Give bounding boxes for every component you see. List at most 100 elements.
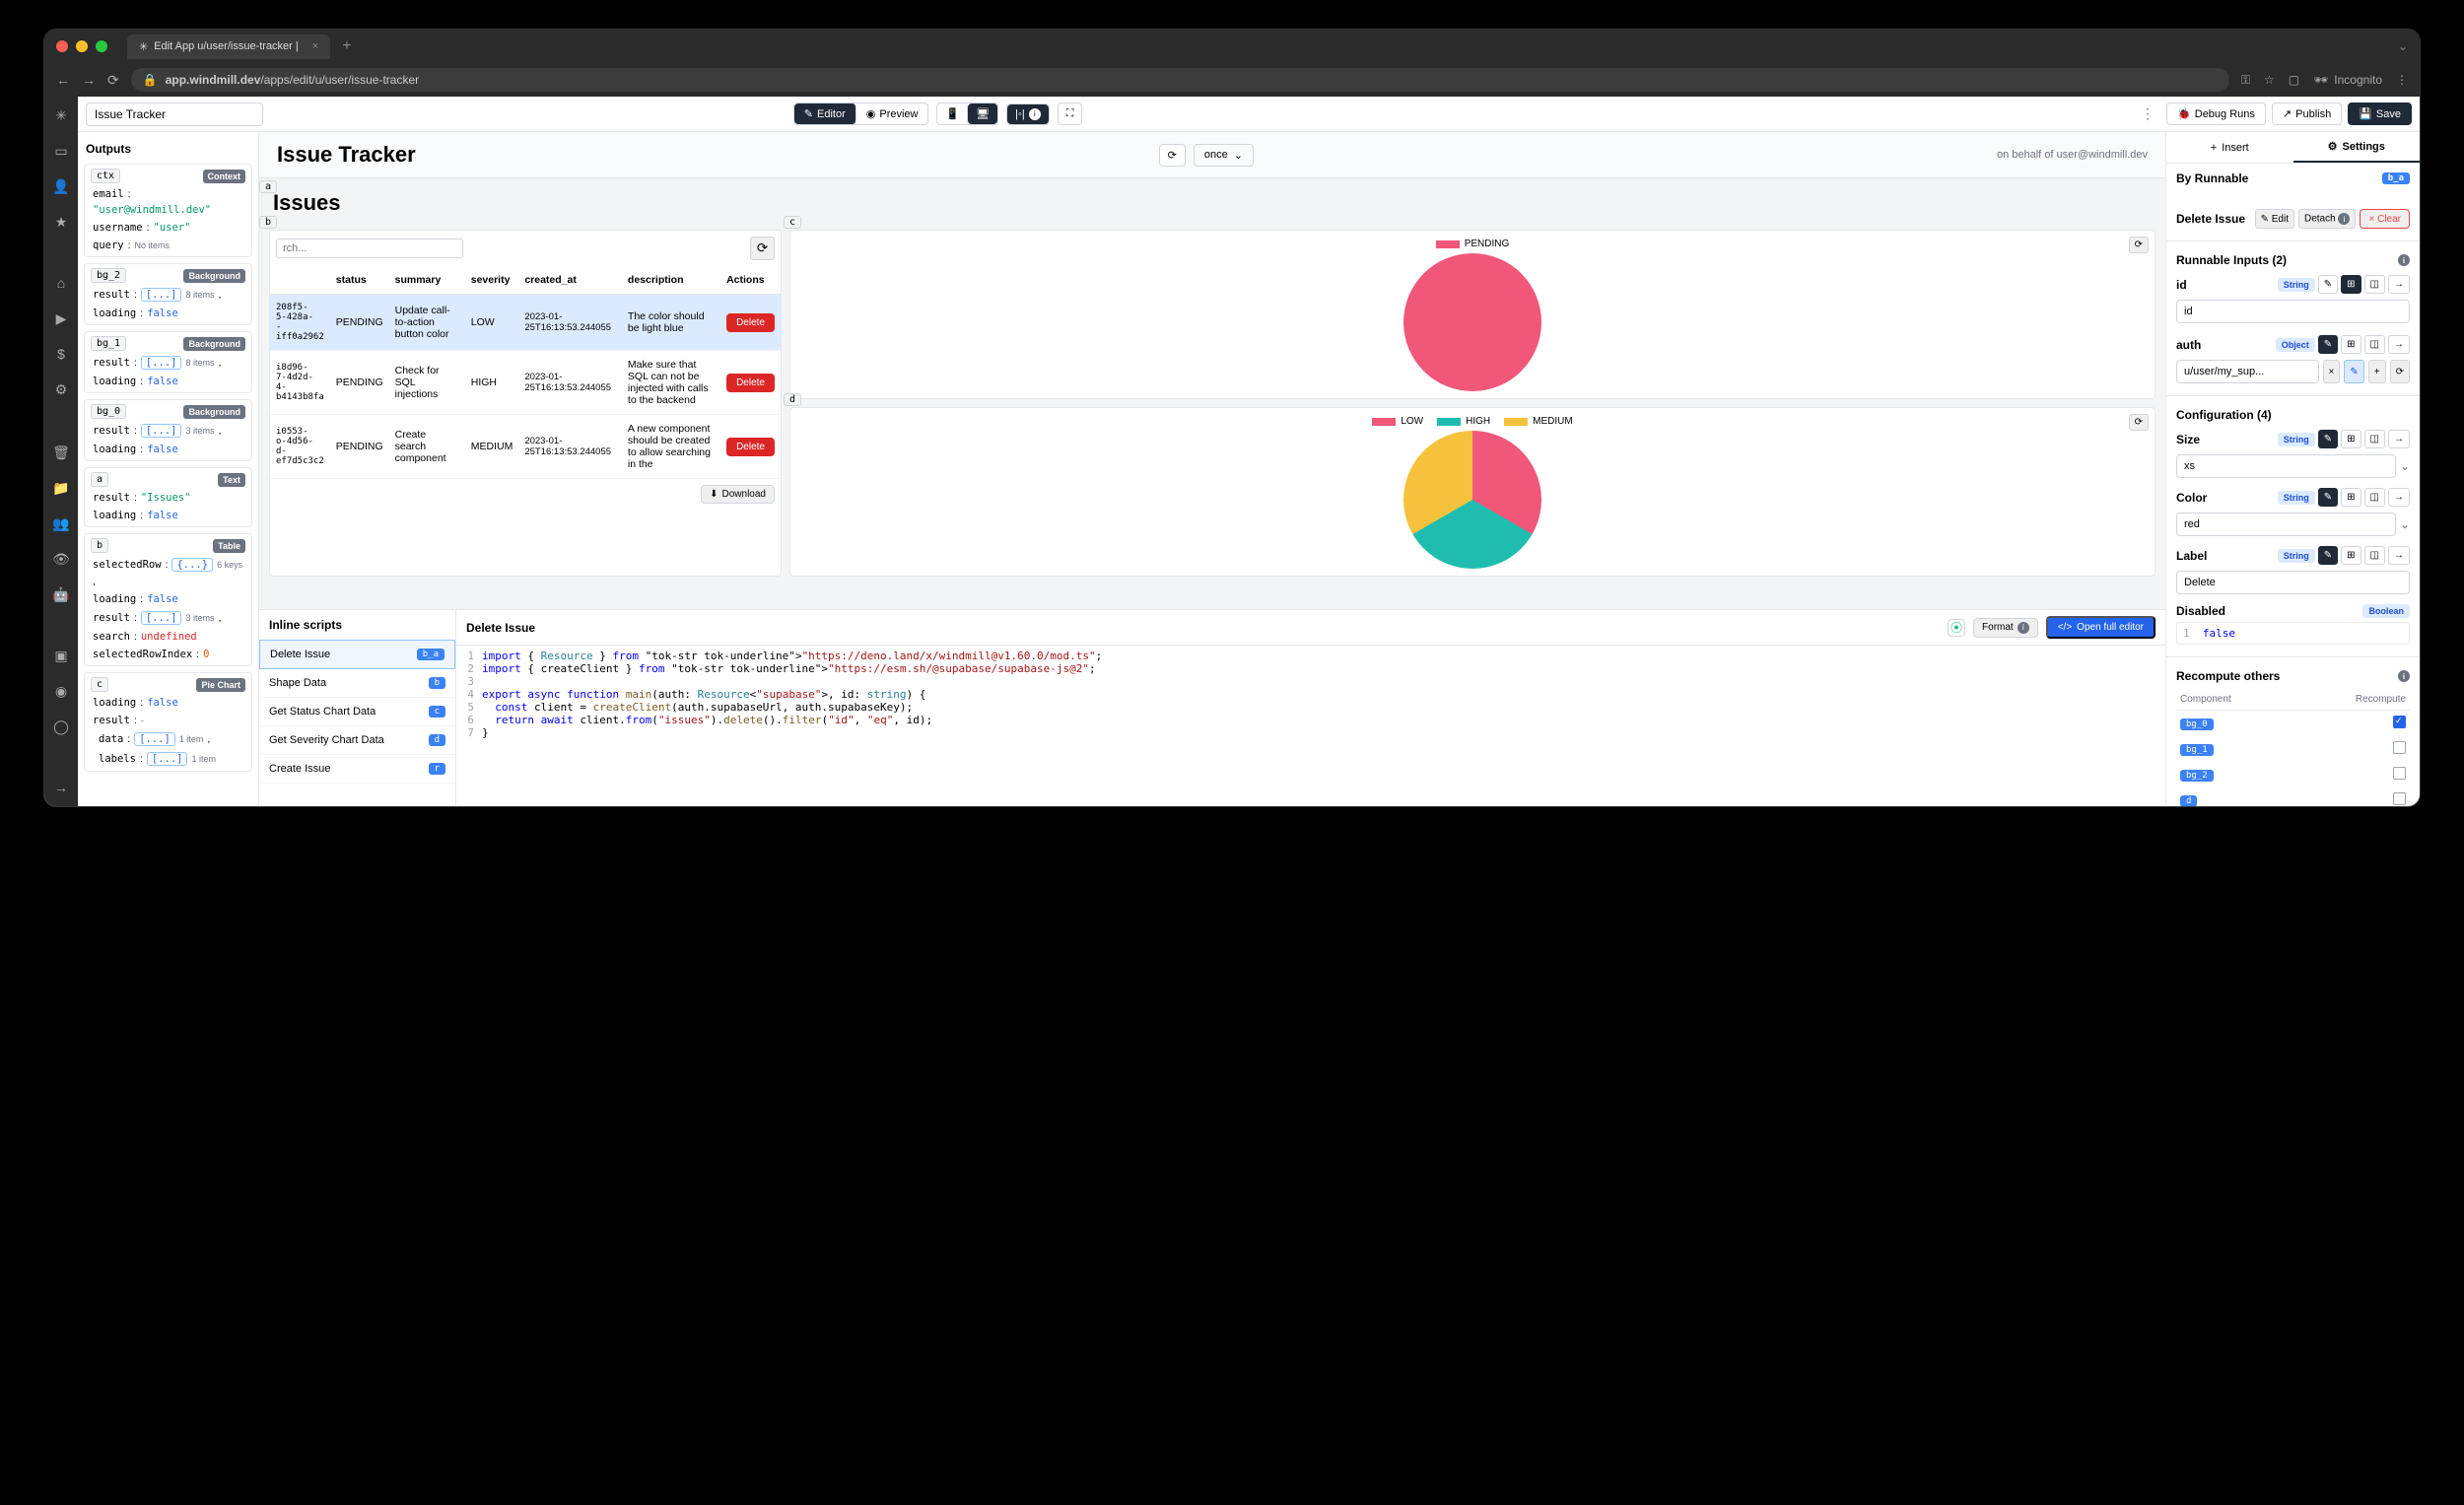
code-editor[interactable]: 1import { Resource } from "tok-str tok-u… <box>456 646 2165 806</box>
script-item[interactable]: Get Severity Chart Datad <box>259 726 455 755</box>
refresh-auth-button[interactable]: ⟳ <box>2390 360 2410 383</box>
arrow-chip-icon[interactable]: → <box>2388 335 2410 354</box>
detach-button[interactable]: Detach i <box>2298 209 2356 229</box>
component-label-d[interactable]: d <box>784 393 801 406</box>
key-icon[interactable]: ⚿ <box>2241 73 2250 88</box>
refresh-mode-select[interactable]: once⌄ <box>1194 144 1254 167</box>
db-chip-icon[interactable]: ◫ <box>2364 275 2385 294</box>
db-chip-icon[interactable]: ◫ <box>2364 430 2385 448</box>
recompute-checkbox[interactable] <box>2393 767 2406 780</box>
dollar-icon[interactable]: $ <box>52 345 70 363</box>
edit-runnable-button[interactable]: ✎ Edit <box>2255 209 2294 229</box>
config-size-select[interactable] <box>2176 454 2396 478</box>
close-tab-icon[interactable]: × <box>312 40 318 52</box>
script-item[interactable]: Shape Datab <box>259 669 455 698</box>
link-chip-icon[interactable]: ⊞ <box>2341 430 2361 448</box>
save-button[interactable]: 💾Save <box>2348 103 2412 125</box>
config-label-input[interactable] <box>2176 571 2410 594</box>
refresh-all-button[interactable]: ⟳ <box>1159 144 1186 167</box>
link-chip-icon[interactable]: ⊞ <box>2341 335 2361 354</box>
clear-button[interactable]: × Clear <box>2360 209 2410 229</box>
settings-tab[interactable]: ⚙Settings <box>2293 132 2421 163</box>
arrow-chip-icon[interactable]: → <box>2388 546 2410 565</box>
chart-refresh-button[interactable]: ⟳ <box>2129 414 2149 431</box>
output-block[interactable]: aTextresult : "Issues"loading : false <box>84 467 252 527</box>
window-maximize[interactable] <box>96 40 107 52</box>
pencil-chip-icon[interactable]: ✎ <box>2318 335 2338 354</box>
preview-tab-button[interactable]: ◉Preview <box>856 103 928 124</box>
input-id-value[interactable] <box>2176 300 2410 323</box>
trash-icon[interactable]: 🗑 <box>52 444 70 461</box>
table-header[interactable]: status <box>330 266 389 295</box>
output-block[interactable]: ctxContextemail : "user@windmill.dev"use… <box>84 164 252 257</box>
edit-auth-button[interactable]: ✎ <box>2344 360 2363 383</box>
forward-icon[interactable]: → <box>82 72 96 88</box>
info-icon[interactable]: i <box>2398 670 2410 682</box>
config-color-select[interactable] <box>2176 513 2396 536</box>
db-chip-icon[interactable]: ◫ <box>2364 335 2385 354</box>
chart-refresh-button[interactable]: ⟳ <box>2129 237 2149 253</box>
download-button[interactable]: ⬇Download <box>701 485 775 504</box>
extensions-icon[interactable]: ▢ <box>2289 73 2299 87</box>
format-button[interactable]: Formati <box>1973 618 2038 638</box>
cog-icon[interactable]: ⚙ <box>52 380 70 398</box>
link-chip-icon[interactable]: ⊞ <box>2341 488 2361 507</box>
script-item[interactable]: Create Issuer <box>259 755 455 784</box>
back-icon[interactable]: ← <box>56 72 70 88</box>
script-item[interactable]: Get Status Chart Datac <box>259 698 455 726</box>
script-item[interactable]: Delete Issueb_a <box>259 640 455 669</box>
clear-auth-button[interactable]: × <box>2323 360 2341 383</box>
table-search-input[interactable] <box>276 239 463 258</box>
url-input[interactable]: 🔒 app.windmill.dev/apps/edit/u/user/issu… <box>131 68 2229 92</box>
windmill-logo-icon[interactable]: ✳ <box>52 106 70 124</box>
table-header[interactable]: summary <box>389 266 465 295</box>
browser-tab[interactable]: ✳ Edit App u/user/issue-tracker | × <box>127 34 330 59</box>
publish-button[interactable]: ↗Publish <box>2272 103 2342 125</box>
table-header[interactable]: Actions <box>720 266 781 295</box>
expand-rail-icon[interactable]: → <box>52 779 70 796</box>
width-mode-button[interactable]: |◦| i <box>1007 104 1049 124</box>
recompute-checkbox[interactable] <box>2393 716 2406 728</box>
run-script-button[interactable]: ⦿ <box>1948 619 1965 637</box>
arrow-chip-icon[interactable]: → <box>2388 430 2410 448</box>
home-icon[interactable]: ⌂ <box>52 274 70 292</box>
add-auth-button[interactable]: + <box>2368 360 2386 383</box>
component-label-b[interactable]: b <box>259 216 277 229</box>
star-rail-icon[interactable]: ★ <box>52 213 70 231</box>
play-icon[interactable]: ▶ <box>52 309 70 327</box>
discord-icon[interactable]: ◉ <box>52 682 70 700</box>
info-icon[interactable]: i <box>2398 254 2410 266</box>
fullscreen-button[interactable]: ⛶ <box>1058 103 1083 125</box>
desktop-view-button[interactable]: 🖥 <box>968 103 997 124</box>
table-header[interactable]: description <box>622 266 720 295</box>
db-chip-icon[interactable]: ◫ <box>2364 546 2385 565</box>
folder-icon[interactable]: 📁 <box>52 479 70 497</box>
output-block[interactable]: bTableselectedRow : {...} 6 keys ,loadin… <box>84 533 252 666</box>
star-icon[interactable]: ☆ <box>2264 73 2275 87</box>
window-close[interactable] <box>56 40 68 52</box>
insert-tab[interactable]: +Insert <box>2166 132 2293 163</box>
pencil-chip-icon[interactable]: ✎ <box>2318 488 2338 507</box>
output-block[interactable]: bg_0Backgroundresult : [...] 3 items ,lo… <box>84 399 252 461</box>
component-label-c[interactable]: c <box>784 216 801 229</box>
user-icon[interactable]: 👤 <box>52 177 70 195</box>
component-label-a[interactable]: a <box>259 180 277 193</box>
link-chip-icon[interactable]: ⊞ <box>2341 546 2361 565</box>
pencil-chip-icon[interactable]: ✎ <box>2318 275 2338 294</box>
delete-row-button[interactable]: Delete <box>726 313 775 332</box>
mobile-view-button[interactable]: 📱 <box>937 103 968 124</box>
table-row[interactable]: i8d96- 7-4d2d- 4- b4143b8fa PENDING Chec… <box>270 351 781 415</box>
table-row[interactable]: i0553- o-4d56- d- ef7d5c3c2 PENDING Crea… <box>270 415 781 479</box>
arrow-chip-icon[interactable]: → <box>2388 488 2410 507</box>
recompute-checkbox[interactable] <box>2393 792 2406 805</box>
reload-icon[interactable]: ⟳ <box>107 72 119 89</box>
app-name-input[interactable] <box>86 103 263 126</box>
table-row[interactable]: 208f5- 5-428a- - iff0a2962 PENDING Updat… <box>270 295 781 351</box>
window-minimize[interactable] <box>76 40 88 52</box>
kebab-menu-icon[interactable]: ⋮ <box>2396 73 2408 87</box>
users-icon[interactable]: 👥 <box>52 514 70 532</box>
pencil-chip-icon[interactable]: ✎ <box>2318 546 2338 565</box>
table-header[interactable]: created_at <box>518 266 622 295</box>
output-block[interactable]: bg_2Backgroundresult : [...] 8 items ,lo… <box>84 263 252 325</box>
new-tab-icon[interactable]: + <box>342 37 351 55</box>
